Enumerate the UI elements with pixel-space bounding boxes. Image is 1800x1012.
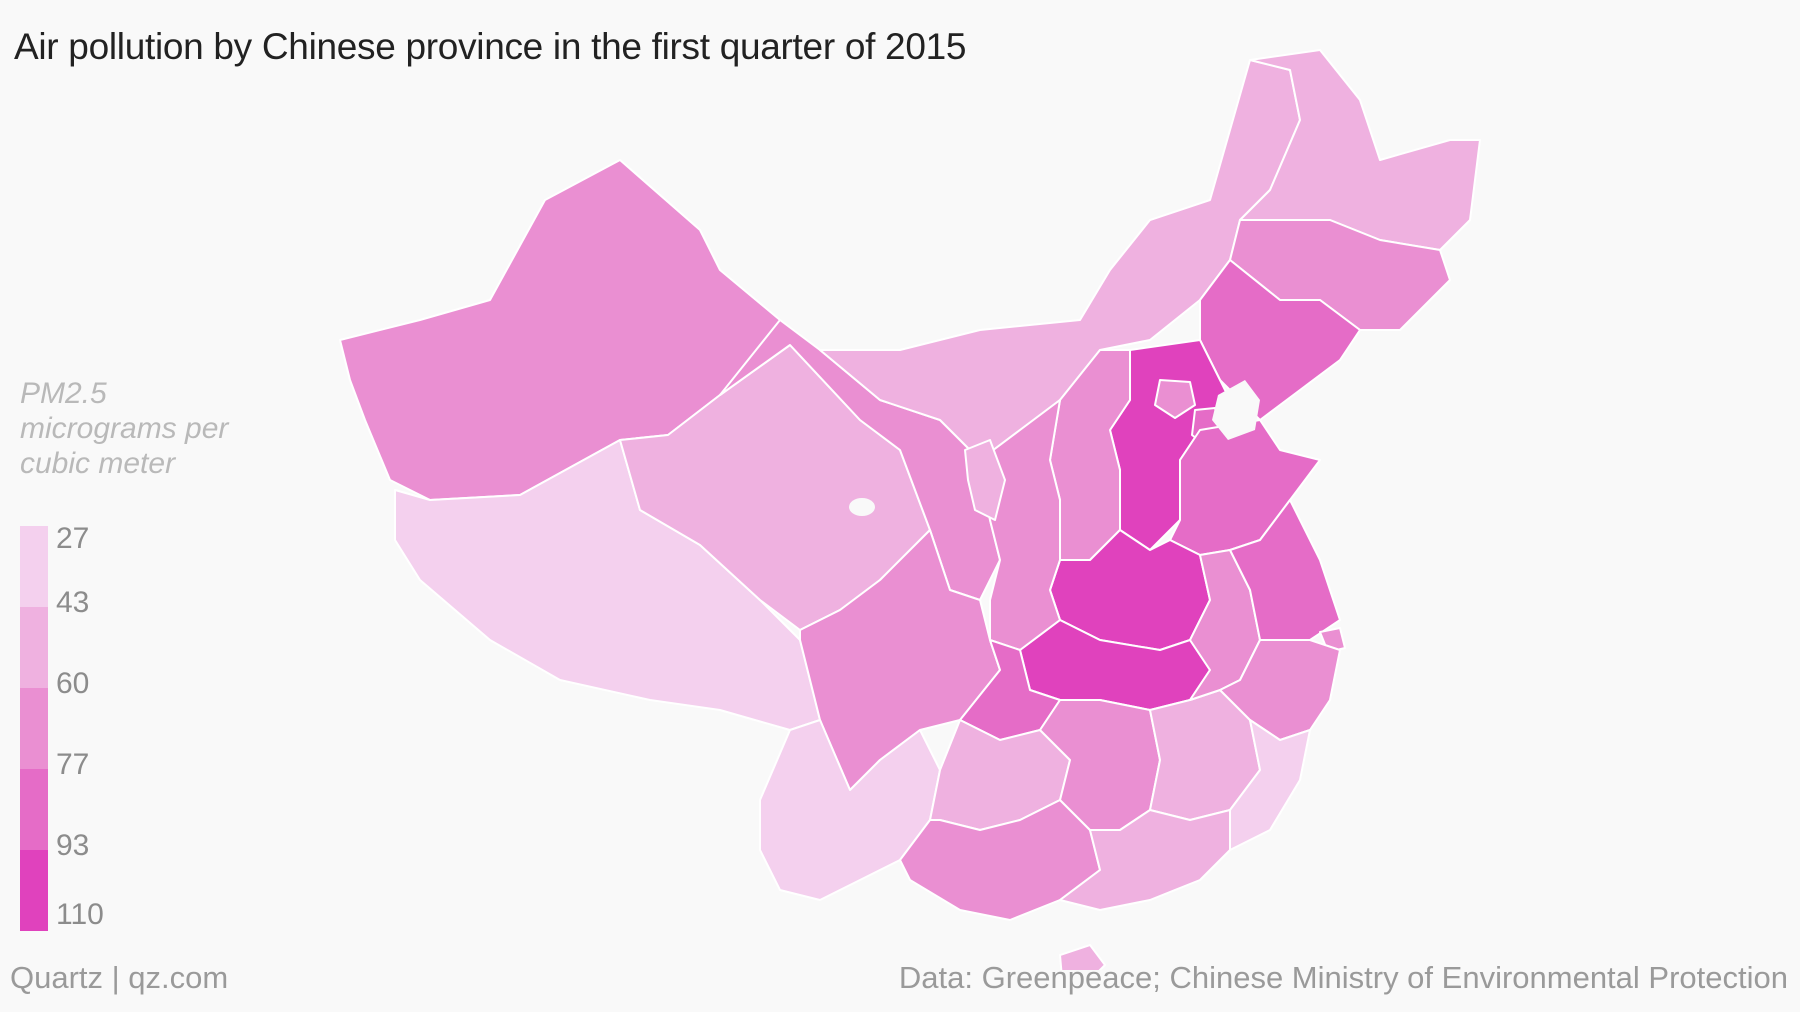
bohai-sea: [1212, 380, 1260, 440]
region-liaoning: [1199, 259, 1361, 421]
legend-tick-label: 43: [56, 586, 90, 619]
region-ningxia: [964, 439, 1006, 521]
legend-tick-label: 93: [56, 829, 90, 862]
qinghai-lake: [849, 498, 875, 516]
footer-source: Data: Greenpeace; Chinese Ministry of En…: [898, 960, 1788, 995]
legend-title: PM2.5 micrograms per cubic meter: [20, 377, 229, 480]
region-zhejiang: [1219, 639, 1341, 741]
chart-title: Air pollution by Chinese province in the…: [14, 26, 967, 67]
legend-swatch-2: [20, 607, 48, 688]
legend-tick-label: 77: [56, 748, 90, 781]
region-shaanxi: [979, 399, 1061, 651]
legend-tick-label: 27: [56, 522, 90, 555]
region-fujian: [1229, 719, 1311, 851]
legend-swatch-1: [20, 526, 48, 607]
footer-credit: Quartz | qz.com: [10, 960, 229, 995]
region-beijing: [1154, 379, 1196, 419]
legend-swatch-3: [20, 688, 48, 769]
legend-swatch-5: [20, 850, 48, 931]
legend-tick-label: 60: [56, 667, 90, 700]
legend-color-scale: [20, 526, 48, 931]
region-guangdong: [1059, 809, 1231, 911]
region-hainan: [1059, 944, 1106, 970]
legend-tick-label: 110: [56, 898, 104, 931]
china-province-map: [339, 49, 1481, 970]
legend-swatch-4: [20, 769, 48, 850]
